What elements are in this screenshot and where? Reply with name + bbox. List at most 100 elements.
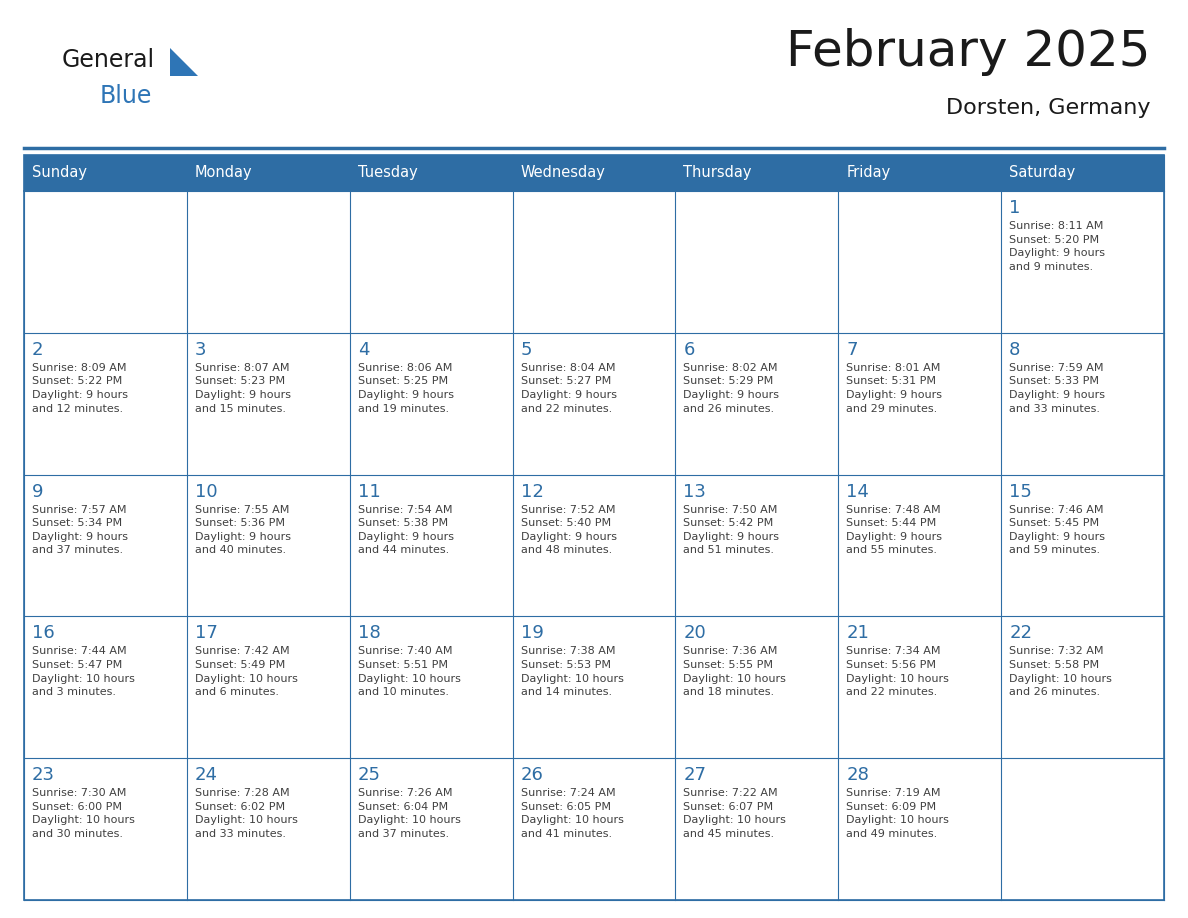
Text: Sunrise: 8:11 AM
Sunset: 5:20 PM
Daylight: 9 hours
and 9 minutes.: Sunrise: 8:11 AM Sunset: 5:20 PM Dayligh… [1009, 221, 1105, 272]
Text: Sunrise: 8:04 AM
Sunset: 5:27 PM
Daylight: 9 hours
and 22 minutes.: Sunrise: 8:04 AM Sunset: 5:27 PM Dayligh… [520, 363, 617, 414]
FancyBboxPatch shape [1001, 155, 1164, 191]
Text: 20: 20 [683, 624, 706, 643]
Text: Sunrise: 7:32 AM
Sunset: 5:58 PM
Daylight: 10 hours
and 26 minutes.: Sunrise: 7:32 AM Sunset: 5:58 PM Dayligh… [1009, 646, 1112, 697]
FancyBboxPatch shape [349, 475, 512, 616]
FancyBboxPatch shape [24, 155, 187, 191]
Polygon shape [170, 48, 198, 76]
FancyBboxPatch shape [676, 616, 839, 758]
Text: Blue: Blue [100, 84, 152, 108]
Text: 8: 8 [1009, 341, 1020, 359]
Text: Tuesday: Tuesday [358, 165, 417, 181]
Text: Sunrise: 7:50 AM
Sunset: 5:42 PM
Daylight: 9 hours
and 51 minutes.: Sunrise: 7:50 AM Sunset: 5:42 PM Dayligh… [683, 505, 779, 555]
FancyBboxPatch shape [1001, 191, 1164, 333]
FancyBboxPatch shape [1001, 475, 1164, 616]
Text: 13: 13 [683, 483, 707, 500]
FancyBboxPatch shape [187, 616, 349, 758]
FancyBboxPatch shape [187, 758, 349, 900]
Text: 4: 4 [358, 341, 369, 359]
Text: 11: 11 [358, 483, 380, 500]
FancyBboxPatch shape [187, 155, 349, 191]
Text: General: General [62, 48, 156, 72]
FancyBboxPatch shape [349, 616, 512, 758]
FancyBboxPatch shape [24, 616, 187, 758]
Text: Sunrise: 7:40 AM
Sunset: 5:51 PM
Daylight: 10 hours
and 10 minutes.: Sunrise: 7:40 AM Sunset: 5:51 PM Dayligh… [358, 646, 461, 697]
Text: 24: 24 [195, 767, 217, 784]
FancyBboxPatch shape [24, 333, 187, 475]
Text: Saturday: Saturday [1009, 165, 1075, 181]
Text: Sunrise: 7:38 AM
Sunset: 5:53 PM
Daylight: 10 hours
and 14 minutes.: Sunrise: 7:38 AM Sunset: 5:53 PM Dayligh… [520, 646, 624, 697]
FancyBboxPatch shape [512, 155, 676, 191]
Text: Sunrise: 7:46 AM
Sunset: 5:45 PM
Daylight: 9 hours
and 59 minutes.: Sunrise: 7:46 AM Sunset: 5:45 PM Dayligh… [1009, 505, 1105, 555]
Text: 18: 18 [358, 624, 380, 643]
Text: Sunrise: 7:52 AM
Sunset: 5:40 PM
Daylight: 9 hours
and 48 minutes.: Sunrise: 7:52 AM Sunset: 5:40 PM Dayligh… [520, 505, 617, 555]
Text: 28: 28 [846, 767, 870, 784]
FancyBboxPatch shape [839, 758, 1001, 900]
Text: 10: 10 [195, 483, 217, 500]
Text: 25: 25 [358, 767, 380, 784]
FancyBboxPatch shape [839, 191, 1001, 333]
FancyBboxPatch shape [676, 333, 839, 475]
FancyBboxPatch shape [676, 191, 839, 333]
Text: Sunrise: 8:01 AM
Sunset: 5:31 PM
Daylight: 9 hours
and 29 minutes.: Sunrise: 8:01 AM Sunset: 5:31 PM Dayligh… [846, 363, 942, 414]
Text: Sunrise: 8:09 AM
Sunset: 5:22 PM
Daylight: 9 hours
and 12 minutes.: Sunrise: 8:09 AM Sunset: 5:22 PM Dayligh… [32, 363, 128, 414]
Text: Sunrise: 7:42 AM
Sunset: 5:49 PM
Daylight: 10 hours
and 6 minutes.: Sunrise: 7:42 AM Sunset: 5:49 PM Dayligh… [195, 646, 298, 697]
Text: Sunrise: 7:26 AM
Sunset: 6:04 PM
Daylight: 10 hours
and 37 minutes.: Sunrise: 7:26 AM Sunset: 6:04 PM Dayligh… [358, 789, 461, 839]
Text: Sunday: Sunday [32, 165, 87, 181]
Text: Wednesday: Wednesday [520, 165, 606, 181]
FancyBboxPatch shape [676, 155, 839, 191]
Text: Sunrise: 8:07 AM
Sunset: 5:23 PM
Daylight: 9 hours
and 15 minutes.: Sunrise: 8:07 AM Sunset: 5:23 PM Dayligh… [195, 363, 291, 414]
Text: Sunrise: 7:36 AM
Sunset: 5:55 PM
Daylight: 10 hours
and 18 minutes.: Sunrise: 7:36 AM Sunset: 5:55 PM Dayligh… [683, 646, 786, 697]
Text: Sunrise: 7:28 AM
Sunset: 6:02 PM
Daylight: 10 hours
and 33 minutes.: Sunrise: 7:28 AM Sunset: 6:02 PM Dayligh… [195, 789, 298, 839]
FancyBboxPatch shape [349, 155, 512, 191]
Text: 15: 15 [1009, 483, 1032, 500]
Text: 16: 16 [32, 624, 55, 643]
Text: 7: 7 [846, 341, 858, 359]
Text: Friday: Friday [846, 165, 891, 181]
Text: Sunrise: 7:24 AM
Sunset: 6:05 PM
Daylight: 10 hours
and 41 minutes.: Sunrise: 7:24 AM Sunset: 6:05 PM Dayligh… [520, 789, 624, 839]
Text: 19: 19 [520, 624, 543, 643]
Text: Sunrise: 7:19 AM
Sunset: 6:09 PM
Daylight: 10 hours
and 49 minutes.: Sunrise: 7:19 AM Sunset: 6:09 PM Dayligh… [846, 789, 949, 839]
FancyBboxPatch shape [349, 758, 512, 900]
FancyBboxPatch shape [1001, 758, 1164, 900]
Text: Sunrise: 7:59 AM
Sunset: 5:33 PM
Daylight: 9 hours
and 33 minutes.: Sunrise: 7:59 AM Sunset: 5:33 PM Dayligh… [1009, 363, 1105, 414]
Text: 22: 22 [1009, 624, 1032, 643]
FancyBboxPatch shape [839, 333, 1001, 475]
FancyBboxPatch shape [349, 333, 512, 475]
FancyBboxPatch shape [839, 475, 1001, 616]
FancyBboxPatch shape [187, 191, 349, 333]
Text: 26: 26 [520, 767, 543, 784]
FancyBboxPatch shape [839, 155, 1001, 191]
Text: 1: 1 [1009, 199, 1020, 217]
Text: Sunrise: 8:06 AM
Sunset: 5:25 PM
Daylight: 9 hours
and 19 minutes.: Sunrise: 8:06 AM Sunset: 5:25 PM Dayligh… [358, 363, 454, 414]
FancyBboxPatch shape [1001, 333, 1164, 475]
Text: 5: 5 [520, 341, 532, 359]
Text: 21: 21 [846, 624, 870, 643]
FancyBboxPatch shape [512, 616, 676, 758]
FancyBboxPatch shape [676, 475, 839, 616]
Text: Sunrise: 7:34 AM
Sunset: 5:56 PM
Daylight: 10 hours
and 22 minutes.: Sunrise: 7:34 AM Sunset: 5:56 PM Dayligh… [846, 646, 949, 697]
Text: Dorsten, Germany: Dorsten, Germany [946, 98, 1150, 118]
Text: 17: 17 [195, 624, 217, 643]
FancyBboxPatch shape [349, 191, 512, 333]
Text: Thursday: Thursday [683, 165, 752, 181]
Text: Sunrise: 7:30 AM
Sunset: 6:00 PM
Daylight: 10 hours
and 30 minutes.: Sunrise: 7:30 AM Sunset: 6:00 PM Dayligh… [32, 789, 135, 839]
Text: 9: 9 [32, 483, 44, 500]
FancyBboxPatch shape [24, 191, 187, 333]
Text: Sunrise: 7:22 AM
Sunset: 6:07 PM
Daylight: 10 hours
and 45 minutes.: Sunrise: 7:22 AM Sunset: 6:07 PM Dayligh… [683, 789, 786, 839]
Text: 27: 27 [683, 767, 707, 784]
Text: 14: 14 [846, 483, 870, 500]
FancyBboxPatch shape [512, 758, 676, 900]
Text: 6: 6 [683, 341, 695, 359]
FancyBboxPatch shape [187, 333, 349, 475]
Text: Sunrise: 8:02 AM
Sunset: 5:29 PM
Daylight: 9 hours
and 26 minutes.: Sunrise: 8:02 AM Sunset: 5:29 PM Dayligh… [683, 363, 779, 414]
Text: 3: 3 [195, 341, 207, 359]
Text: Sunrise: 7:44 AM
Sunset: 5:47 PM
Daylight: 10 hours
and 3 minutes.: Sunrise: 7:44 AM Sunset: 5:47 PM Dayligh… [32, 646, 135, 697]
Text: 12: 12 [520, 483, 543, 500]
FancyBboxPatch shape [1001, 616, 1164, 758]
FancyBboxPatch shape [676, 758, 839, 900]
FancyBboxPatch shape [187, 475, 349, 616]
Text: Sunrise: 7:48 AM
Sunset: 5:44 PM
Daylight: 9 hours
and 55 minutes.: Sunrise: 7:48 AM Sunset: 5:44 PM Dayligh… [846, 505, 942, 555]
Text: Sunrise: 7:55 AM
Sunset: 5:36 PM
Daylight: 9 hours
and 40 minutes.: Sunrise: 7:55 AM Sunset: 5:36 PM Dayligh… [195, 505, 291, 555]
FancyBboxPatch shape [24, 758, 187, 900]
Text: 2: 2 [32, 341, 44, 359]
